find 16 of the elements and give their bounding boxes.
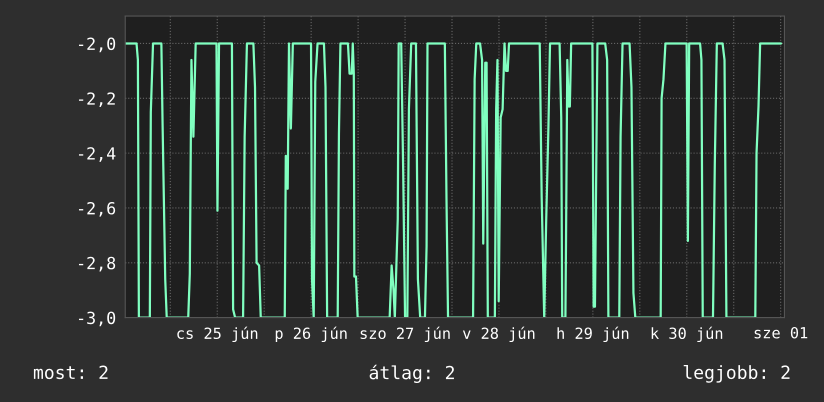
y-tick-label: -3,0 (78, 312, 116, 326)
x-tick-label: h 29 jún (558, 326, 628, 342)
y-tick-label: -2,8 (78, 256, 116, 272)
text: most: 2 (34, 365, 108, 380)
x-tick-label: sze 01 (754, 326, 808, 339)
x-tick-label: v 28 jún (462, 326, 534, 342)
y-tick-label: -2,0 (78, 37, 116, 52)
x-tick-label: k 30 jún (652, 326, 722, 342)
text: átlag: 2 (370, 364, 454, 384)
x-tick-label: cs 25 jún (177, 326, 258, 342)
text: legjobb: 2 (684, 365, 790, 383)
y-tick-label: -2,6 (78, 202, 116, 217)
x-tick-label: szo 27 jún (360, 326, 450, 342)
x-tick-label: p 26 jún (276, 326, 347, 342)
y-tick-label: -2,2 (78, 92, 115, 108)
y-tick-label: -2,4 (78, 147, 116, 162)
